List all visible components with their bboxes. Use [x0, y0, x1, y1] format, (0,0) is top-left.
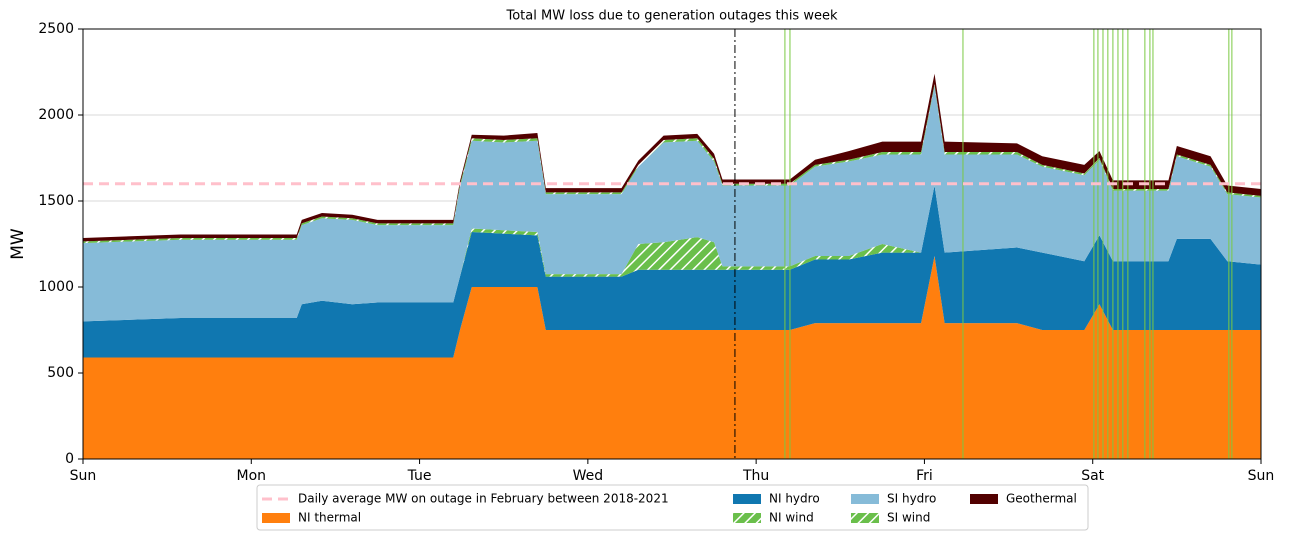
area	[83, 256, 1261, 459]
x-tick-label: Sun	[70, 468, 97, 484]
area	[83, 185, 1261, 358]
x-tick-label: Mon	[237, 468, 267, 484]
x-tick-label: Thu	[742, 468, 769, 484]
x-tick-label: Sat	[1081, 468, 1104, 484]
legend-label: Daily average MW on outage in February b…	[298, 492, 669, 506]
legend-label: NI wind	[769, 511, 814, 525]
x-tick-label: Fri	[916, 468, 933, 484]
legend-swatch	[970, 494, 998, 504]
legend-swatch	[733, 513, 761, 523]
y-tick-label: 0	[65, 451, 74, 467]
x-tick-label: Wed	[573, 468, 604, 484]
legend-label: SI hydro	[887, 492, 936, 506]
x-tick-label: Tue	[407, 468, 432, 484]
chart-title: Total MW loss due to generation outages …	[506, 9, 838, 24]
y-tick-label: 1000	[38, 279, 74, 295]
legend-swatch	[851, 513, 879, 523]
x-tick-label: Sun	[1248, 468, 1275, 484]
y-tick-label: 2500	[38, 21, 74, 37]
area	[83, 185, 1261, 322]
legend-label: NI hydro	[769, 492, 820, 506]
y-tick-label: 500	[47, 365, 74, 381]
legend-swatch	[851, 494, 879, 504]
y-tick-label: 1500	[38, 193, 74, 209]
legend-label: NI thermal	[298, 511, 361, 525]
legend-box	[256, 484, 1089, 531]
y-tick-label: 2000	[38, 107, 74, 123]
plot-frame	[82, 28, 1262, 460]
legend-label: Geothermal	[1006, 492, 1077, 506]
legend-swatch	[262, 513, 290, 523]
legend-label: SI wind	[887, 511, 930, 525]
y-axis-label: MW	[8, 228, 28, 260]
legend-swatch	[733, 494, 761, 504]
area	[83, 85, 1261, 322]
